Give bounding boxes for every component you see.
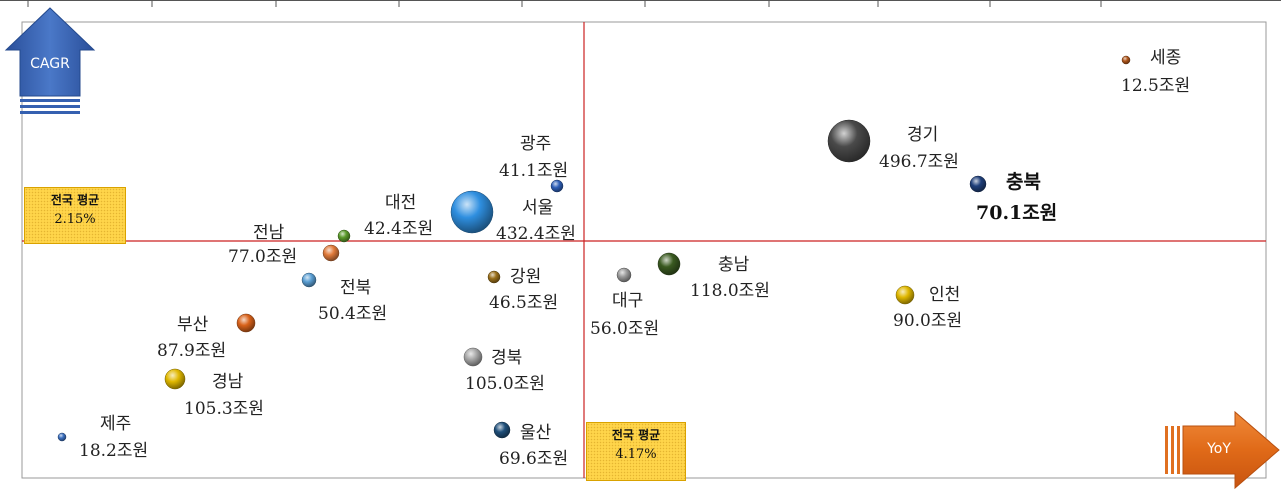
- bubble-size-label-14: 105.0조원: [465, 374, 545, 394]
- bubble-name-7: 전북: [340, 278, 372, 298]
- bubble-size-label-16: 69.6조원: [499, 449, 569, 469]
- bubble-size-label-2: 70.1조원: [976, 202, 1058, 224]
- bubble-9: [616, 267, 632, 283]
- bubble-name-10: 충남: [718, 255, 750, 275]
- bubble-size-label-4: 432.4조원: [496, 224, 576, 244]
- bubble-14: [463, 347, 483, 367]
- yoy-average-title: 전국 평균: [611, 428, 661, 442]
- bubble-size-label-10: 118.0조원: [690, 281, 770, 301]
- cagr-average-box: 전국 평균 2.15%: [24, 187, 126, 244]
- bubble-size-label-8: 46.5조원: [489, 293, 559, 313]
- bubble-name-11: 인천: [929, 285, 961, 305]
- bubble-13: [164, 368, 186, 390]
- bubble-3: [550, 179, 564, 193]
- bubble-5: [337, 229, 351, 243]
- bubble-name-3: 광주: [520, 134, 552, 154]
- cagr-axis-label: CAGR: [30, 56, 70, 72]
- bubble-15: [57, 432, 67, 442]
- bubble-size-label-6: 77.0조원: [228, 247, 298, 267]
- bubble-name-16: 울산: [520, 423, 552, 443]
- yoy-axis-arrow: YoY: [1163, 410, 1281, 490]
- bubble-4: [450, 190, 494, 234]
- bubble-name-13: 경남: [212, 372, 244, 392]
- bubble-name-4: 서울: [522, 198, 554, 218]
- bubble-12: [236, 313, 256, 333]
- bubble-name-5: 대전: [385, 193, 417, 213]
- bubble-size-label-7: 50.4조원: [318, 304, 388, 324]
- cagr-average-value: 2.15%: [54, 212, 96, 227]
- yoy-axis-label: YoY: [1207, 441, 1231, 457]
- bubble-name-0: 세종: [1150, 48, 1182, 68]
- bubble-0: [1121, 55, 1131, 65]
- bubble-6: [322, 244, 340, 262]
- bubble-name-6: 전남: [253, 223, 285, 243]
- bubble-size-label-9: 56.0조원: [590, 319, 660, 339]
- bubble-8: [487, 270, 501, 284]
- bubble-size-label-1: 496.7조원: [879, 152, 959, 172]
- bubble-size-label-12: 87.9조원: [157, 341, 227, 361]
- bubble-10: [657, 252, 681, 276]
- bubble-name-14: 경북: [491, 348, 523, 368]
- yoy-average-box: 전국 평균 4.17%: [586, 422, 686, 481]
- bubble-size-label-11: 90.0조원: [893, 311, 963, 331]
- bubble-2: [969, 175, 987, 193]
- bubble-11: [895, 285, 915, 305]
- bubble-size-label-5: 42.4조원: [364, 219, 434, 239]
- bubble-size-label-13: 105.3조원: [184, 399, 264, 419]
- bubble-name-15: 제주: [100, 414, 132, 434]
- bubble-name-8: 강원: [510, 267, 542, 287]
- yoy-average-value: 4.17%: [615, 447, 657, 462]
- bubble-1: [827, 119, 871, 163]
- top-tick-row: [0, 0, 1281, 7]
- bubble-7: [301, 272, 317, 288]
- cagr-average-title: 전국 평균: [50, 193, 100, 207]
- bubble-name-9: 대구: [612, 291, 644, 311]
- bubble-name-1: 경기: [907, 125, 939, 145]
- bubble-size-label-3: 41.1조원: [499, 161, 569, 181]
- bubble-16: [493, 421, 511, 439]
- bubble-size-label-0: 12.5조원: [1121, 76, 1191, 96]
- bubble-name-12: 부산: [177, 315, 209, 335]
- bubble-size-label-15: 18.2조원: [79, 441, 149, 461]
- bubble-name-2: 충북: [1006, 171, 1041, 193]
- cagr-axis-arrow: CAGR: [4, 6, 96, 116]
